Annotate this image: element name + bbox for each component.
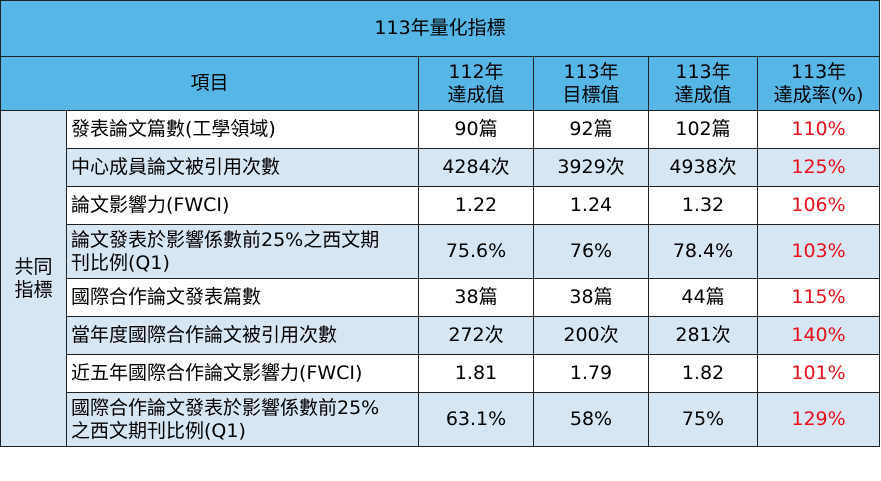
- indicator-name: 當年度國際合作論文被引用次數: [66, 316, 419, 355]
- table-row: 中心成員論文被引用次數 4284次 3929次 4938次 125%: [1, 148, 881, 187]
- rate-113: 101%: [756, 354, 881, 393]
- rate-113: 115%: [756, 278, 881, 317]
- value-112: 90篇: [418, 110, 534, 149]
- header-113-target: 113年 目標值: [533, 56, 649, 111]
- achieved-113: 1.32: [648, 186, 758, 225]
- table-row: 國際合作論文發表於影響係數前25% 之西文期刊比例(Q1) 63.1% 58% 75% 1…: [1, 392, 881, 447]
- target-113: 58%: [533, 392, 649, 447]
- achieved-113: 102篇: [648, 110, 758, 149]
- rate-113: 103%: [756, 224, 881, 279]
- indicator-name: 發表論文篇數(工學領域): [66, 110, 419, 149]
- achieved-113: 44篇: [648, 278, 758, 317]
- value-112: 4284次: [418, 148, 534, 187]
- table-row: 近五年國際合作論文影響力(FWCI) 1.81 1.79 1.82 101%: [1, 354, 881, 393]
- target-113: 1.79: [533, 354, 649, 393]
- rate-113: 129%: [756, 392, 881, 447]
- achieved-113: 75%: [648, 392, 758, 447]
- target-113: 200次: [533, 316, 649, 355]
- indicator-name: 中心成員論文被引用次數: [66, 148, 419, 187]
- achieved-113: 78.4%: [648, 224, 758, 279]
- header-113-rate: 113年 達成率(%): [756, 56, 881, 111]
- indicator-name: 近五年國際合作論文影響力(FWCI): [66, 354, 419, 393]
- target-113: 76%: [533, 224, 649, 279]
- target-113: 92篇: [533, 110, 649, 149]
- target-113: 3929次: [533, 148, 649, 187]
- indicator-name: 論文影響力(FWCI): [66, 186, 419, 225]
- header-item: 項目: [0, 56, 419, 111]
- value-112: 38篇: [418, 278, 534, 317]
- achieved-113: 4938次: [648, 148, 758, 187]
- quantitative-indicators-table: 113年量化指標 項目 112年 達成值 113年 目標值 113年 達成值 1…: [0, 0, 881, 447]
- table-row: 國際合作論文發表篇數 38篇 38篇 44篇 115%: [1, 278, 881, 317]
- value-112: 1.22: [418, 186, 534, 225]
- value-112: 1.81: [418, 354, 534, 393]
- target-113: 38篇: [533, 278, 649, 317]
- group-label: 共同 指標: [0, 110, 67, 447]
- value-112: 75.6%: [418, 224, 534, 279]
- rate-113: 140%: [756, 316, 881, 355]
- table-row: 共同 指標 發表論文篇數(工學領域) 90篇 92篇 102篇 110%: [0, 110, 881, 447]
- indicator-name: 論文發表於影響係數前25%之西文期 刊比例(Q1): [66, 224, 419, 279]
- achieved-113: 1.82: [648, 354, 758, 393]
- table-row: 論文影響力(FWCI) 1.22 1.24 1.32 106%: [1, 186, 881, 225]
- indicator-name: 國際合作論文發表於影響係數前25% 之西文期刊比例(Q1): [66, 392, 419, 447]
- header-112-achieved: 112年 達成值: [418, 56, 534, 111]
- value-112: 63.1%: [418, 392, 534, 447]
- table-row: 論文發表於影響係數前25%之西文期 刊比例(Q1) 75.6% 76% 78.4% 103…: [1, 224, 881, 279]
- rate-113: 125%: [756, 148, 881, 187]
- value-112: 272次: [418, 316, 534, 355]
- table-row: 當年度國際合作論文被引用次數 272次 200次 281次 140%: [1, 316, 881, 355]
- achieved-113: 281次: [648, 316, 758, 355]
- indicator-name: 國際合作論文發表篇數: [66, 278, 419, 317]
- rate-113: 106%: [756, 186, 881, 225]
- rate-113: 110%: [756, 110, 881, 149]
- target-113: 1.24: [533, 186, 649, 225]
- table-title: 113年量化指標: [0, 0, 881, 57]
- header-113-achieved: 113年 達成值: [648, 56, 758, 111]
